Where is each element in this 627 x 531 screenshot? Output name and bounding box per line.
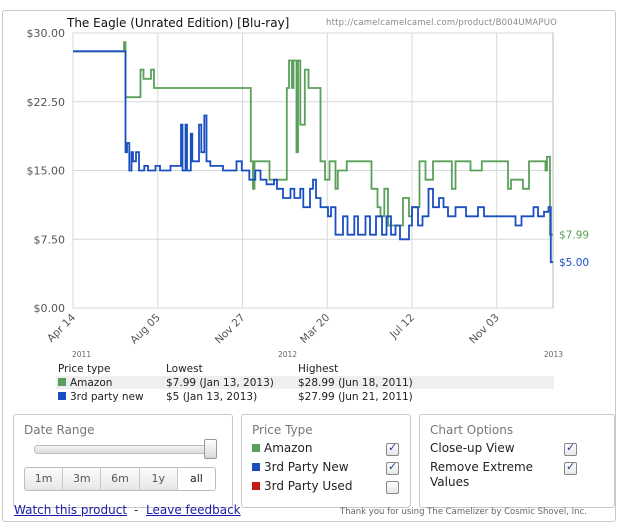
third-party-used-color-icon (252, 481, 260, 490)
thanks-text: Thank you for using The Camelizer by Cos… (340, 507, 587, 517)
leave-feedback-link[interactable]: Leave feedback (146, 503, 241, 517)
y-tick-label: $15.00 (27, 165, 66, 178)
price-type-3rd-party-new-label: 3rd Party New (264, 460, 349, 474)
legend-highest-amazon: $28.99 (Jun 18, 2011) (298, 377, 413, 389)
legend-header-highest: Highest (298, 363, 339, 375)
footer-separator: - (134, 503, 139, 517)
range-button-6m[interactable]: 6m (101, 468, 140, 490)
x-tick-label: Mar 20 (298, 312, 332, 346)
x-tick-label: Aug 05 (128, 312, 163, 347)
x-tick-label: Nov 03 (467, 312, 502, 347)
legend-row-amazon: Amazon (58, 377, 112, 389)
price-type-panel: Price Type Amazon 3rd Party New 3rd Part… (241, 414, 411, 508)
range-button-all[interactable]: all (177, 468, 215, 490)
price-type-3rd-party-new: 3rd Party New (252, 460, 349, 474)
legend-lowest-3rd-party-new: $5 (Jan 13, 2013) (166, 391, 258, 403)
year-label: 2012 (278, 350, 297, 359)
legend-name-amazon: Amazon (70, 377, 113, 389)
series-line-3rd-party-new (73, 50, 553, 264)
year-label: 2013 (544, 350, 563, 359)
product-url: http://camelcamelcamel.com/product/B004U… (326, 18, 558, 28)
x-tick-label: Nov 27 (213, 312, 248, 347)
y-tick-label: $0.00 (34, 302, 66, 315)
date-range-panel: Date Range 1m 3m 6m 1y all (13, 414, 233, 508)
third-party-new-color-icon (252, 462, 260, 471)
range-button-1m[interactable]: 1m (25, 468, 64, 490)
y-tick-label: $30.00 (27, 27, 66, 40)
legend-lowest-amazon: $7.99 (Jan 13, 2013) (166, 377, 274, 389)
legend-header-lowest: Lowest (166, 363, 203, 375)
amazon-checkbox[interactable] (386, 441, 399, 456)
third-party-new-swatch-icon (58, 392, 66, 400)
legend-row-amazon-bg (56, 376, 554, 389)
chart-options-title: Chart Options (430, 423, 514, 437)
series-line-amazon (73, 41, 553, 236)
date-range-slider-track[interactable] (34, 445, 212, 454)
date-range-title: Date Range (24, 423, 95, 437)
x-tick-label: Jul 12 (387, 312, 417, 342)
chart-options-panel: Chart Options Close-up View Remove Extre… (419, 414, 615, 508)
third-party-new-checkbox[interactable] (386, 460, 399, 475)
amazon-swatch-icon (58, 378, 66, 386)
date-range-buttons: 1m 3m 6m 1y all (24, 467, 216, 491)
close-up-view-label: Close-up View (430, 441, 515, 455)
year-label: 2011 (72, 350, 91, 359)
price-type-3rd-party-used-label: 3rd Party Used (264, 479, 353, 493)
range-button-3m[interactable]: 3m (63, 468, 102, 490)
chart-title: The Eagle (Unrated Edition) [Blu-ray] (67, 16, 290, 30)
price-type-amazon: Amazon (252, 441, 313, 455)
date-range-slider-thumb[interactable] (204, 439, 217, 459)
price-type-3rd-party-used: 3rd Party Used (252, 479, 352, 493)
series-end-label: $5.00 (559, 257, 589, 269)
legend-highest-3rd-party-new: $27.99 (Jun 21, 2011) (298, 391, 413, 403)
range-button-1y[interactable]: 1y (140, 468, 178, 490)
remove-extreme-label: Remove Extreme (430, 460, 534, 474)
legend-name-3rd-party-new: 3rd party new (70, 391, 144, 403)
legend-row-3rd-party-new: 3rd party new (58, 391, 144, 403)
third-party-used-checkbox[interactable] (386, 481, 399, 494)
remove-extreme-checkbox[interactable] (564, 460, 577, 475)
price-type-amazon-label: Amazon (264, 441, 313, 455)
y-tick-label: $22.50 (27, 96, 66, 109)
watch-product-link[interactable]: Watch this product (14, 503, 128, 517)
series-end-label: $7.99 (559, 230, 589, 242)
price-type-title: Price Type (252, 423, 313, 437)
x-tick-label: Apr 14 (45, 311, 78, 344)
close-up-view-checkbox[interactable] (564, 441, 577, 456)
remove-extreme-label-line2: Values (430, 475, 470, 489)
y-tick-label: $7.50 (34, 233, 66, 246)
legend-header-type: Price type (58, 363, 111, 375)
amazon-color-icon (252, 443, 260, 452)
